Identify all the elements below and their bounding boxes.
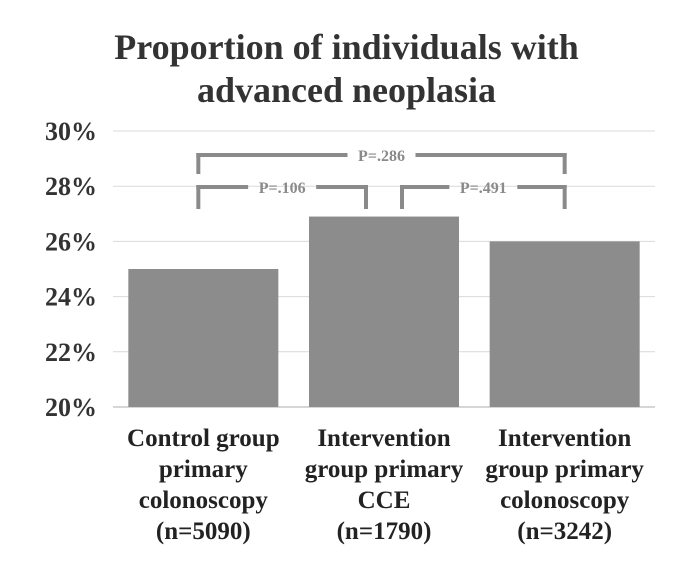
x-tick-label-line: (n=3242) xyxy=(517,518,613,545)
chart-title: Proportion of individuals with advanced … xyxy=(0,26,693,112)
y-tick-label: 24% xyxy=(45,283,97,312)
bar xyxy=(309,216,459,407)
bracket-overall: P=.286 xyxy=(196,148,567,174)
y-tick-label: 22% xyxy=(45,338,97,367)
x-tick-label-line: Control group xyxy=(127,425,280,452)
p-value-label: P=.106 xyxy=(259,180,306,197)
x-tick-label-line: colonoscopy xyxy=(500,487,630,514)
x-tick-label: Intervention group primary CCE (n=1790) xyxy=(289,423,479,547)
x-tick-label-line: Intervention xyxy=(317,425,451,452)
x-tick-label-line: (n=1790) xyxy=(336,518,432,545)
chart-title-line-1: Proportion of individuals with xyxy=(114,27,579,67)
x-tick-label-line: group primary xyxy=(304,456,464,483)
x-tick-label-line: CCE xyxy=(357,487,411,514)
x-tick-label: Intervention group primary colonoscopy (n=3… xyxy=(470,423,660,547)
bar xyxy=(128,269,279,407)
x-tick-label-line: Intervention xyxy=(497,425,632,452)
x-tick-label-line: (n=5090) xyxy=(155,518,251,545)
bracket-pair: P=.491 xyxy=(400,180,567,209)
x-tick-label-line: colonoscopy xyxy=(138,487,268,514)
p-value-label: P=.491 xyxy=(460,180,507,197)
y-tick-label: 26% xyxy=(45,227,97,256)
p-value-label: P=.286 xyxy=(358,148,405,165)
y-tick-label: 20% xyxy=(45,393,97,422)
x-tick-label: Control group primary colonoscopy (n=5090) xyxy=(108,423,298,547)
y-tick-label: 30% xyxy=(45,117,97,146)
bar xyxy=(489,241,640,407)
x-tick-label-line: group primary xyxy=(485,456,644,483)
bracket-pair: P=.106 xyxy=(196,180,368,209)
x-tick-label-line: primary xyxy=(158,456,248,483)
chart-title-line-2: advanced neoplasia xyxy=(196,70,497,110)
y-tick-label: 28% xyxy=(45,172,97,201)
